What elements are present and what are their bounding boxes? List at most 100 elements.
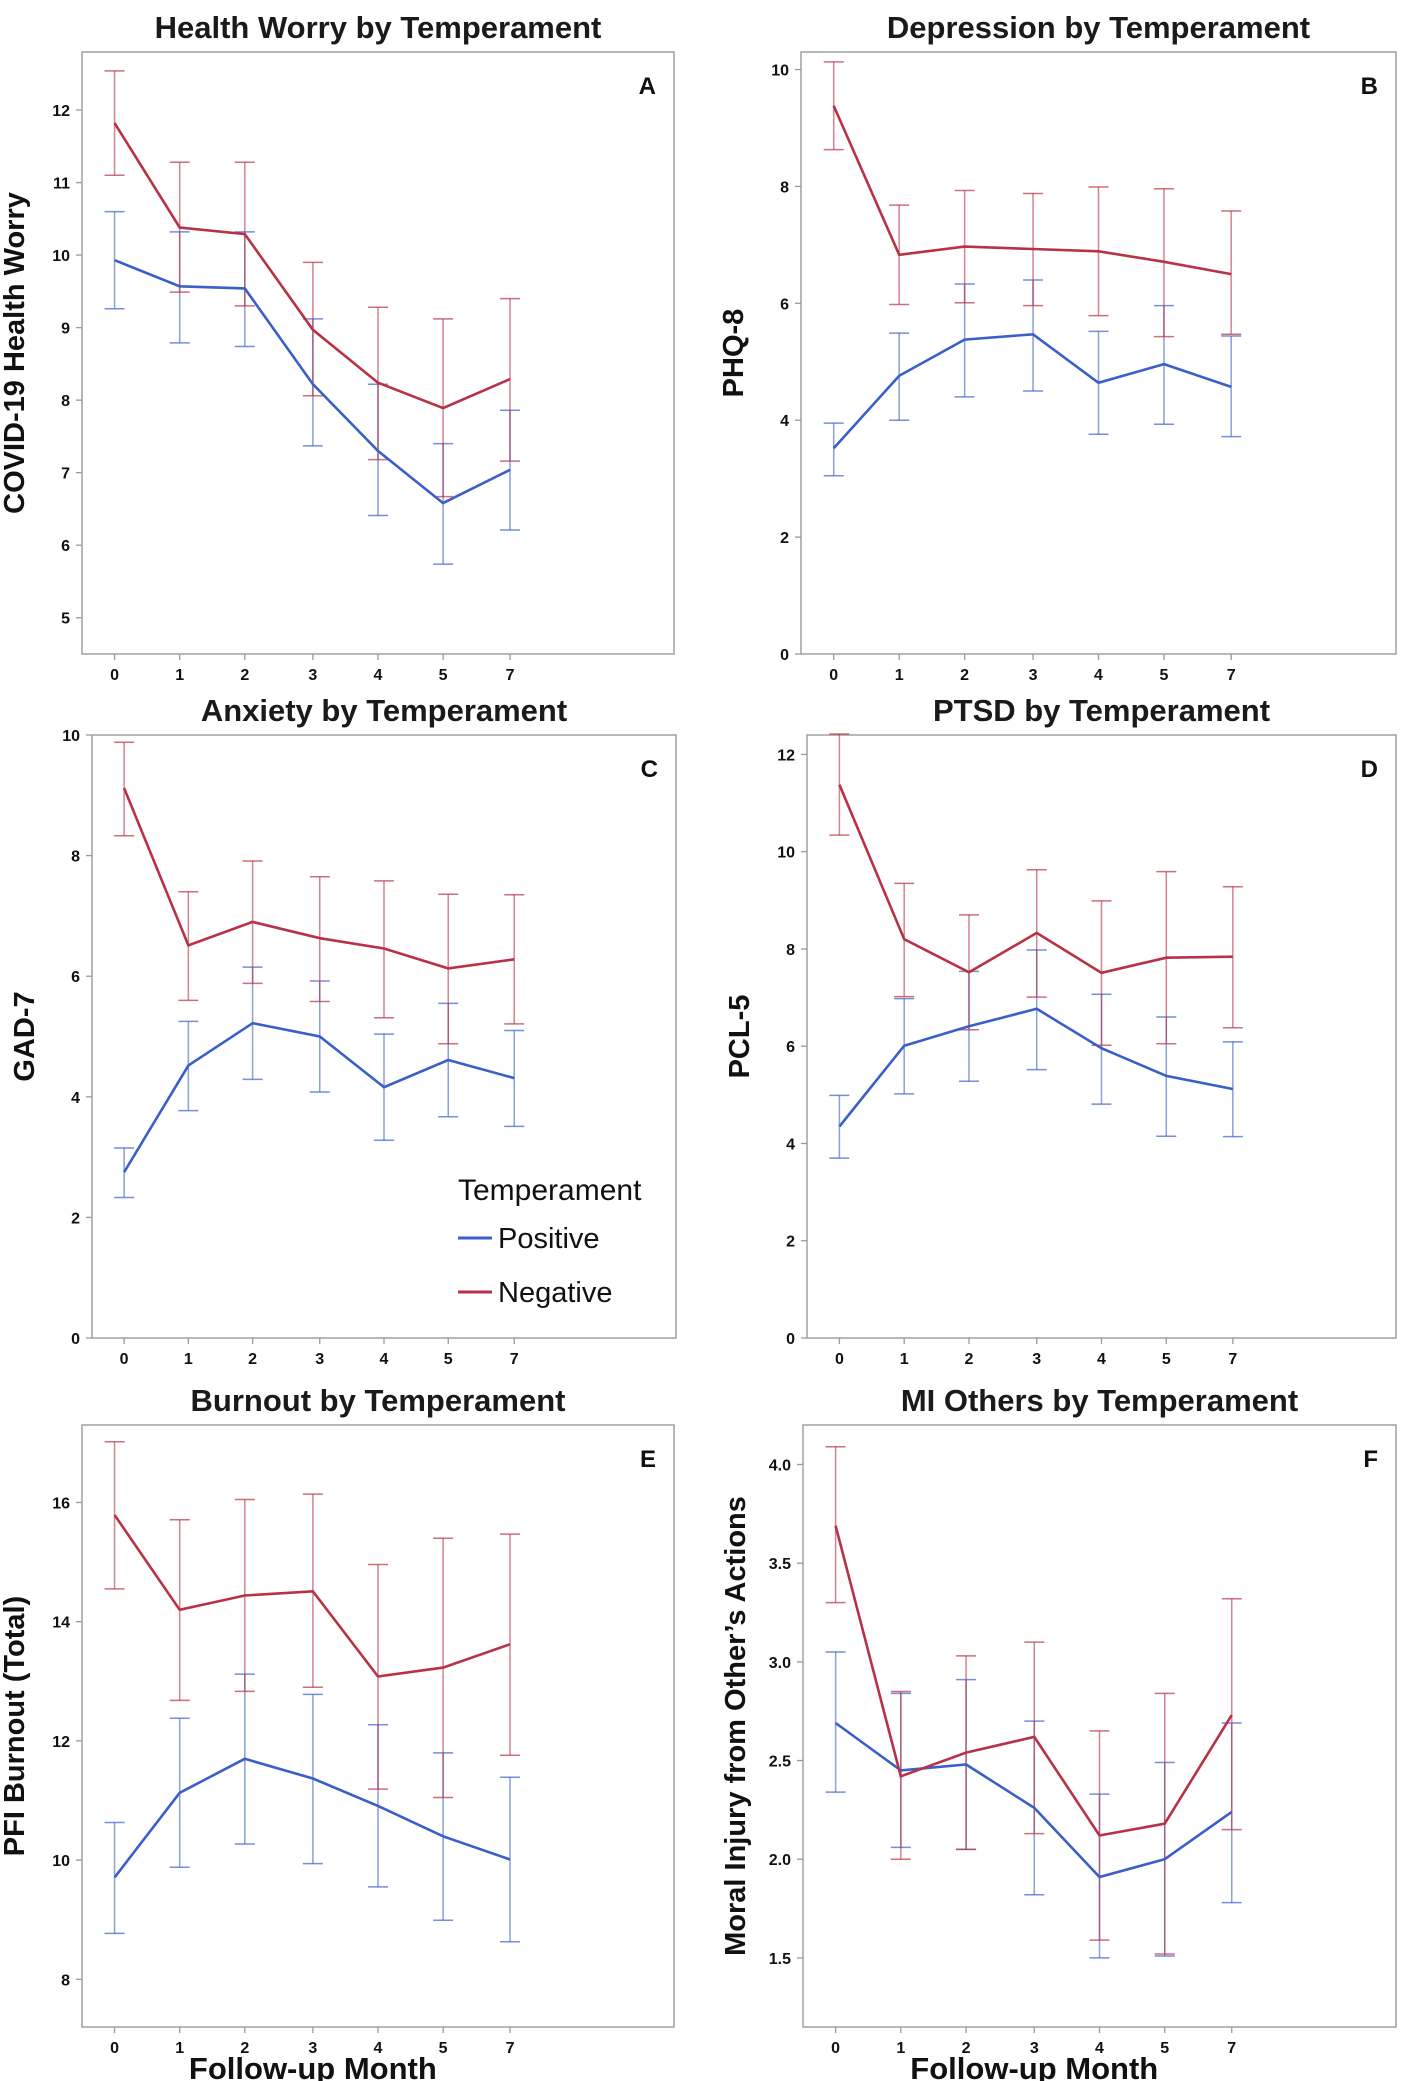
y-tick-label: 4: [780, 413, 789, 430]
x-tick-label: 1: [175, 2040, 184, 2057]
y-tick-label: 6: [786, 1039, 795, 1056]
chart-title: Anxiety by Temperament: [201, 693, 567, 728]
x-axis-label: Follow-up Month: [910, 2051, 1158, 2081]
x-tick-label: 4: [1094, 667, 1103, 684]
y-axis-label: Moral Injury from Other’s Actions: [720, 1496, 752, 1956]
y-tick-label: 2: [780, 530, 789, 547]
series-line-positive: [834, 1721, 1233, 1879]
x-tick-label: 2: [960, 667, 969, 684]
x-tick-label: 7: [510, 1351, 519, 1368]
y-tick-label: 12: [52, 103, 70, 120]
series-line-positive: [122, 1021, 515, 1173]
y-tick-label: 9: [61, 321, 70, 338]
y-tick-label: 16: [52, 1495, 70, 1512]
y-tick-label: 0: [786, 1331, 795, 1348]
y-tick-label: 10: [62, 728, 80, 745]
y-tick-label: 4: [786, 1136, 795, 1153]
y-tick-label: 0: [780, 647, 789, 664]
chart-title: MI Others by Temperament: [901, 1383, 1298, 1418]
y-tick-label: 2.5: [769, 1754, 791, 1771]
series-line-positive: [832, 332, 1232, 450]
x-tick-label: 7: [506, 667, 515, 684]
y-tick-label: 2: [71, 1210, 80, 1227]
panel-letter: F: [1363, 1446, 1378, 1473]
y-tick-label: 10: [777, 845, 795, 862]
series-line-negative: [834, 1525, 1233, 1837]
legend: Temperament Positive Negative: [458, 1174, 642, 1309]
series-line-negative: [838, 784, 1233, 975]
series-line-positive: [114, 258, 511, 505]
x-tick-label: 5: [439, 2040, 448, 2057]
y-tick-label: 8: [61, 1972, 70, 1989]
y-axis-label: GAD-7: [9, 991, 41, 1081]
x-tick-label: 3: [308, 667, 317, 684]
x-tick-label: 4: [1095, 2040, 1104, 2057]
x-tick-label: 1: [175, 667, 184, 684]
panel-letter: E: [640, 1446, 656, 1473]
x-tick-label: 1: [896, 2040, 905, 2057]
x-tick-label: 1: [895, 667, 904, 684]
x-tick-label: 3: [1032, 1351, 1041, 1368]
x-tick-label: 2: [240, 2040, 249, 2057]
y-axis-label: COVID-19 Health Worry: [0, 192, 31, 514]
y-tick-label: 4: [71, 1090, 80, 1107]
legend-title: Temperament: [458, 1174, 642, 1207]
series-line-negative: [122, 787, 515, 970]
x-tick-label: 4: [1097, 1351, 1106, 1368]
x-tick-label: 3: [1029, 667, 1038, 684]
panel-a: Health Worry by Temperament A COVID-19 Hea…: [0, 10, 675, 684]
x-tick-label: 2: [248, 1351, 257, 1368]
x-tick-label: 3: [1030, 2040, 1039, 2057]
y-tick-label: 1.5: [769, 1951, 791, 1968]
y-tick-label: 14: [52, 1615, 70, 1632]
y-tick-label: 8: [61, 393, 70, 410]
legend-label-negative: Negative: [498, 1277, 612, 1309]
x-tick-label: 2: [962, 2040, 971, 2057]
x-tick-label: 1: [184, 1351, 193, 1368]
y-axis-label: PFI Burnout (Total): [0, 1596, 31, 1856]
x-tick-label: 5: [439, 667, 448, 684]
panel-letter: A: [639, 73, 656, 100]
y-tick-label: 7: [61, 466, 70, 483]
y-tick-label: 2: [786, 1234, 795, 1251]
x-tick-label: 2: [965, 1351, 974, 1368]
series-line-negative: [113, 1514, 511, 1678]
x-tick-label: 0: [110, 667, 119, 684]
x-tick-label: 7: [1227, 2040, 1236, 2057]
panel-c: Anxiety by Temperament C GAD-7 0 2 4 6 8 10 0 1 2 3 4…: [9, 693, 677, 1368]
y-tick-label: 11: [53, 176, 70, 193]
y-axis-label: PHQ-8: [718, 309, 750, 398]
y-tick-label: 6: [61, 538, 70, 555]
x-tick-label: 5: [444, 1351, 453, 1368]
panel-e: Burnout by Temperament E PFI Burnout (Tota…: [0, 1383, 675, 2081]
x-tick-label: 5: [1159, 667, 1168, 684]
y-tick-label: 4.0: [769, 1457, 791, 1474]
legend-label-positive: Positive: [498, 1223, 600, 1255]
y-tick-label: 12: [777, 747, 795, 764]
x-axis-label: Follow-up Month: [189, 2051, 437, 2081]
x-tick-label: 0: [120, 1351, 129, 1368]
y-axis-label: PCL-5: [724, 995, 756, 1079]
chart-title: PTSD by Temperament: [933, 693, 1270, 728]
x-tick-label: 0: [831, 2040, 840, 2057]
panel-b: Depression by Temperament B PHQ-8 0 2 4 6 8 10 0 1…: [718, 10, 1397, 684]
x-tick-label: 0: [110, 2040, 119, 2057]
y-tick-label: 6: [71, 969, 80, 986]
x-tick-label: 2: [240, 667, 249, 684]
x-tick-label: 0: [835, 1351, 844, 1368]
y-tick-label: 8: [780, 179, 789, 196]
x-tick-label: 3: [315, 1351, 324, 1368]
chart-title: Burnout by Temperament: [191, 1383, 566, 1418]
x-tick-label: 5: [1160, 2040, 1169, 2057]
series-line-positive: [838, 1007, 1234, 1128]
y-tick-label: 10: [52, 248, 70, 265]
series-line-negative: [832, 105, 1232, 276]
y-tick-label: 12: [52, 1734, 70, 1751]
x-tick-label: 4: [374, 667, 383, 684]
y-tick-label: 0: [71, 1331, 80, 1348]
y-tick-label: 6: [780, 296, 789, 313]
chart-title: Depression by Temperament: [887, 10, 1310, 45]
y-tick-label: 10: [52, 1853, 70, 1870]
